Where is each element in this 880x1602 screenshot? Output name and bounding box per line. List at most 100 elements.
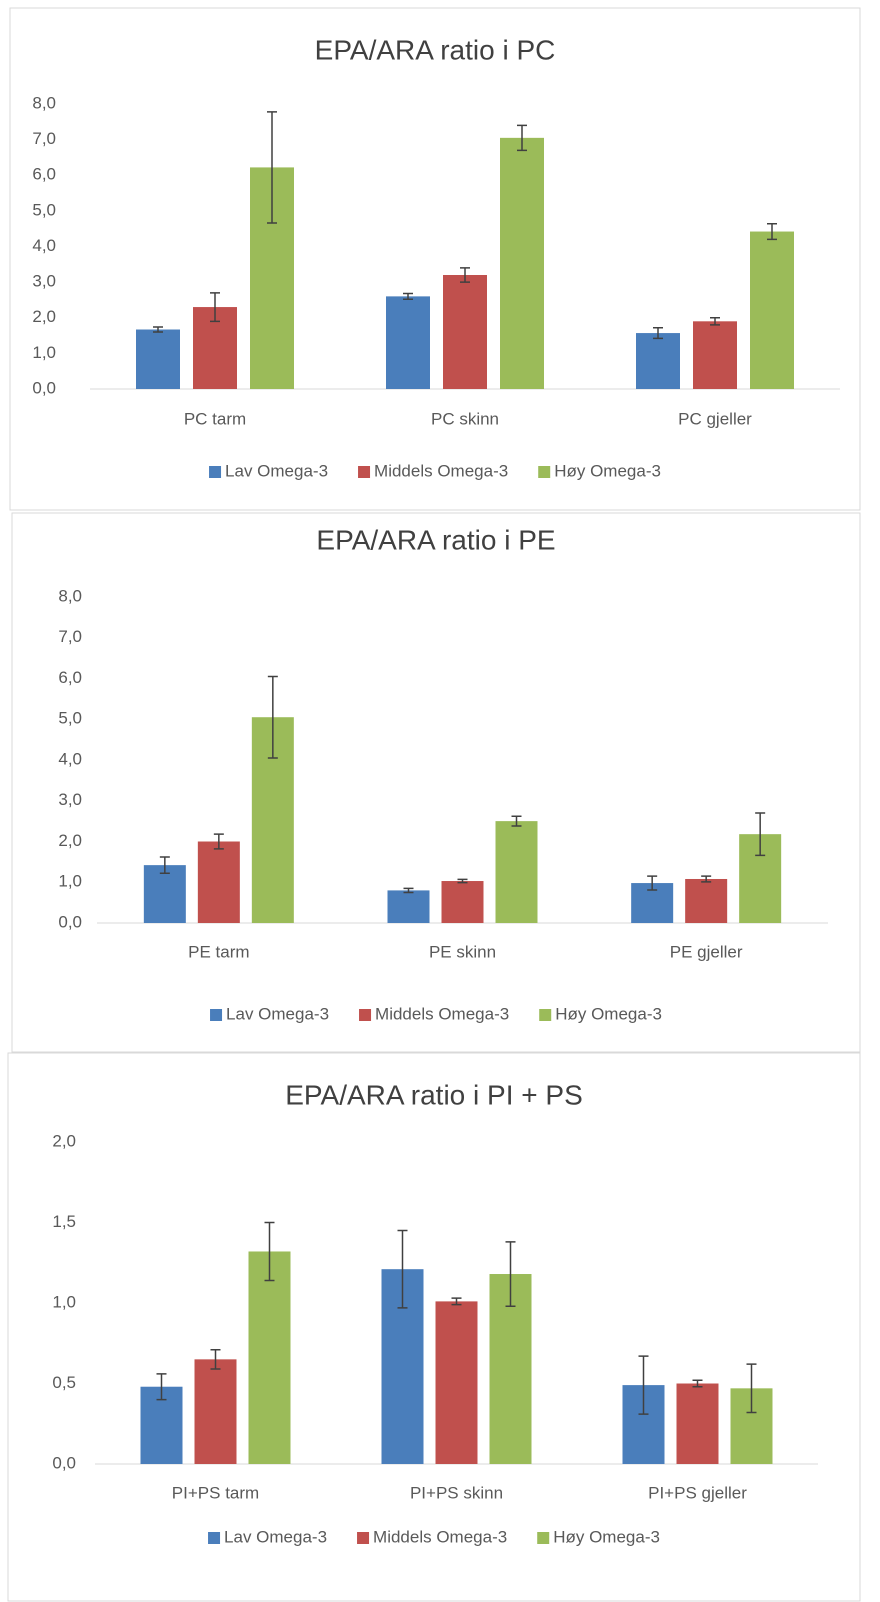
y-tick-label: 8,0 <box>32 93 56 112</box>
error-bar <box>159 856 170 875</box>
y-tick-label: 2,0 <box>32 307 56 326</box>
y-tick-label: 1,0 <box>52 1292 76 1311</box>
error-bar <box>210 1348 221 1370</box>
y-tick-label: 5,0 <box>32 200 56 219</box>
error-bar <box>511 815 522 827</box>
x-tick-label: PC gjeller <box>678 409 752 428</box>
error-bar <box>692 1379 703 1388</box>
legend-label: Høy Omega-3 <box>553 1527 660 1546</box>
bar <box>248 1251 291 1464</box>
error-bar <box>460 267 470 283</box>
legend-swatch <box>538 466 551 478</box>
error-bar <box>755 812 766 857</box>
legend-label: Lav Omega-3 <box>224 1527 327 1546</box>
y-tick-label: 2,0 <box>52 1131 76 1150</box>
x-tick-label: PI+PS skinn <box>410 1483 503 1502</box>
legend-swatch <box>357 1532 370 1544</box>
error-bar <box>647 875 658 891</box>
chart-panel <box>9 7 861 511</box>
bar <box>435 1301 478 1464</box>
y-tick-label: 1,0 <box>32 343 56 362</box>
error-bar <box>451 1297 462 1306</box>
legend-swatch <box>537 1532 550 1544</box>
error-bar <box>397 1229 408 1309</box>
error-bar <box>710 317 720 326</box>
legend-label: Høy Omega-3 <box>555 1004 662 1023</box>
legend-swatch <box>358 466 371 478</box>
y-tick-label: 7,0 <box>32 129 56 148</box>
bar <box>441 881 484 923</box>
y-tick-label: 1,0 <box>58 872 82 891</box>
y-tick-label: 8,0 <box>58 586 82 605</box>
error-bar <box>213 833 224 850</box>
y-tick-label: 0,5 <box>52 1373 76 1392</box>
x-tick-label: PE tarm <box>188 942 249 961</box>
error-bar <box>638 1355 649 1415</box>
y-tick-label: 2,0 <box>58 831 82 850</box>
legend-swatch <box>539 1009 552 1021</box>
legend-label: Middels Omega-3 <box>375 1004 509 1023</box>
chart-panel <box>7 1052 861 1602</box>
y-tick-label: 0,0 <box>52 1453 76 1472</box>
legend-swatch <box>209 466 222 478</box>
legend-label: Lav Omega-3 <box>226 1004 329 1023</box>
bar <box>685 878 728 923</box>
x-tick-label: PE skinn <box>429 942 496 961</box>
error-bar <box>517 124 527 152</box>
error-bar <box>267 111 277 224</box>
chart-panel <box>11 512 861 1053</box>
bar <box>636 333 680 389</box>
bar <box>197 841 240 923</box>
bar <box>750 231 794 389</box>
chart-title: EPA/ARA ratio i PI + PS <box>285 1079 583 1110</box>
bar <box>387 890 430 923</box>
bar <box>495 821 538 923</box>
y-tick-label: 6,0 <box>32 165 56 184</box>
error-bar <box>153 326 163 333</box>
error-bar <box>505 1241 516 1307</box>
legend-label: Høy Omega-3 <box>554 461 661 480</box>
error-bar <box>457 878 468 884</box>
y-tick-label: 4,0 <box>58 749 82 768</box>
x-tick-label: PE gjeller <box>670 942 743 961</box>
bar <box>386 296 430 389</box>
x-tick-label: PC tarm <box>184 409 246 428</box>
error-bar <box>267 675 278 759</box>
error-bar <box>746 1363 757 1414</box>
chart-title: EPA/ARA ratio i PE <box>316 524 555 555</box>
y-tick-label: 0,0 <box>32 378 56 397</box>
y-tick-label: 0,0 <box>58 912 82 931</box>
x-tick-label: PI+PS gjeller <box>648 1483 747 1502</box>
error-bar <box>210 292 220 323</box>
bar <box>194 1359 237 1464</box>
bar <box>443 275 487 389</box>
x-tick-label: PC skinn <box>431 409 499 428</box>
error-bar <box>653 326 663 340</box>
y-tick-label: 3,0 <box>58 790 82 809</box>
chart-title: EPA/ARA ratio i PC <box>315 34 556 65</box>
legend-swatch <box>208 1532 221 1544</box>
legend-swatch <box>210 1009 223 1021</box>
legend-label: Lav Omega-3 <box>225 461 328 480</box>
y-tick-label: 7,0 <box>58 627 82 646</box>
x-tick-label: PI+PS tarm <box>172 1483 259 1502</box>
error-bar <box>264 1221 275 1282</box>
y-tick-label: 3,0 <box>32 272 56 291</box>
error-bar <box>403 292 413 300</box>
bar <box>693 321 737 389</box>
bar <box>500 137 544 389</box>
bar <box>143 865 186 923</box>
legend-label: Middels Omega-3 <box>373 1527 507 1546</box>
y-tick-label: 5,0 <box>58 709 82 728</box>
y-tick-label: 1,5 <box>52 1212 76 1231</box>
y-tick-label: 6,0 <box>58 668 82 687</box>
bar <box>676 1383 719 1464</box>
bar <box>136 329 180 389</box>
error-bar <box>701 875 712 883</box>
y-tick-label: 4,0 <box>32 236 56 255</box>
error-bar <box>767 222 777 241</box>
legend-swatch <box>359 1009 372 1021</box>
error-bar <box>156 1373 167 1401</box>
legend-label: Middels Omega-3 <box>374 461 508 480</box>
